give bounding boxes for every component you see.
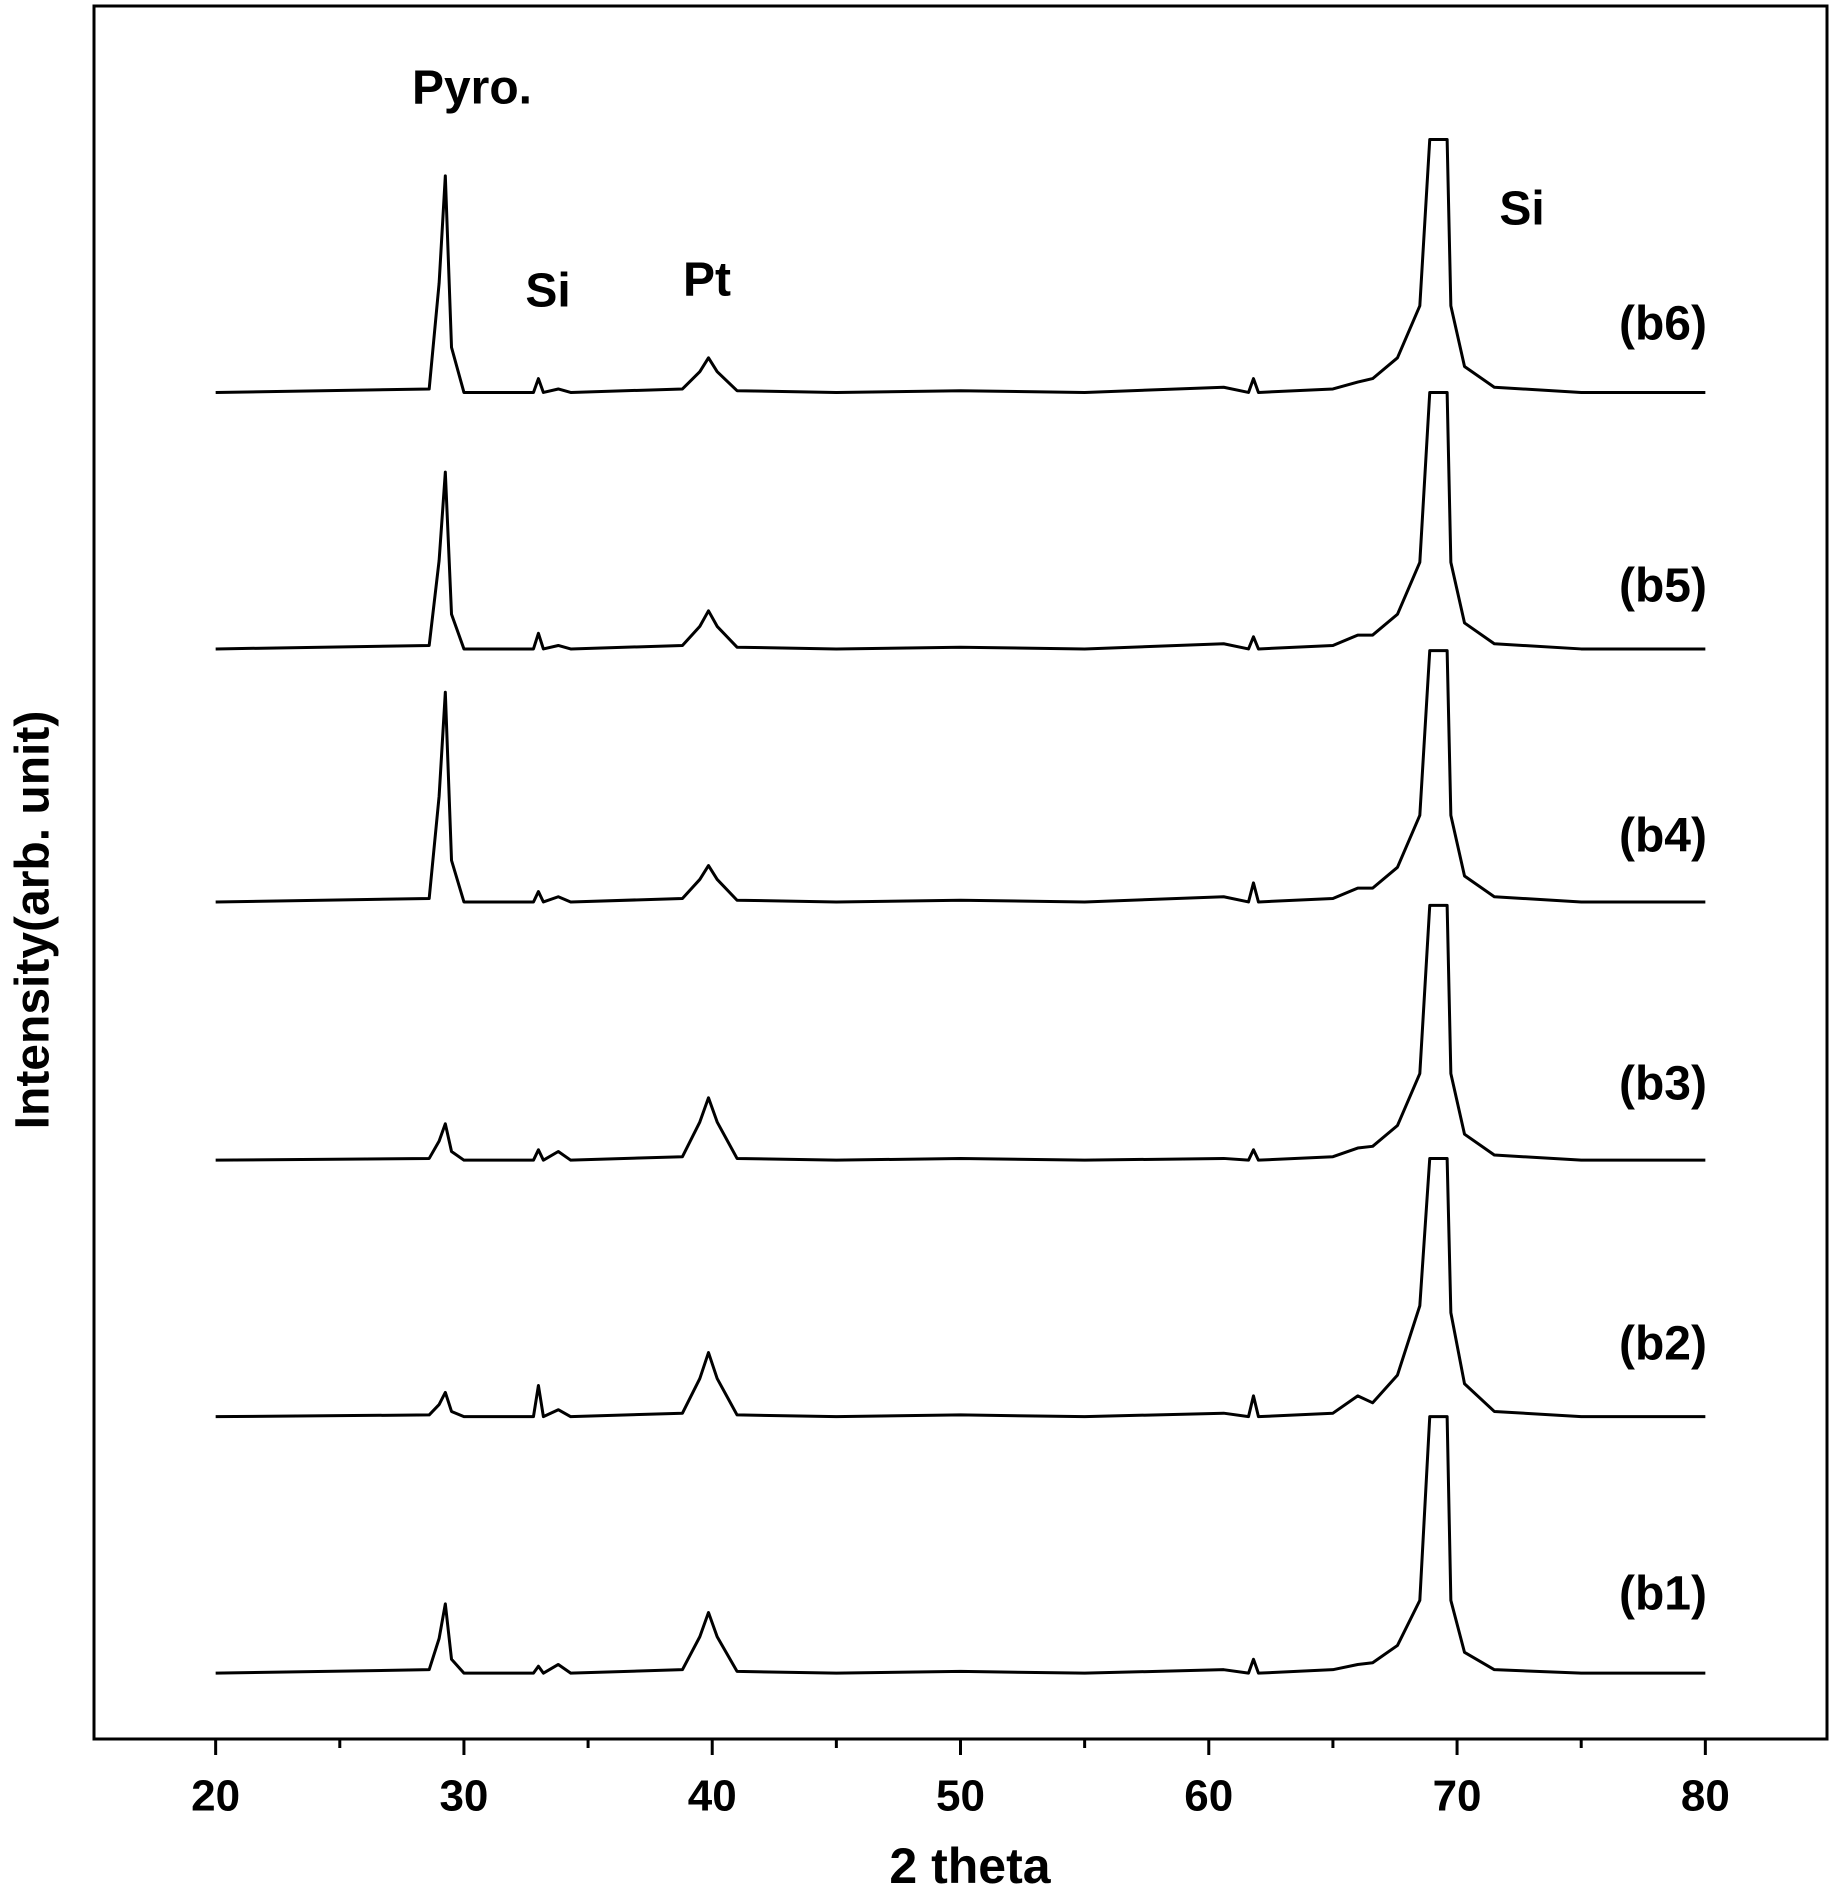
series-label: (b1) — [1619, 1568, 1707, 1621]
annotation: Si — [1499, 183, 1544, 236]
plot-frame — [92, 4, 1829, 1741]
x-tick-label: 50 — [936, 1772, 985, 1821]
annotation: Si — [525, 265, 570, 318]
x-tick-label: 60 — [1184, 1772, 1233, 1821]
x-axis-title: 2 theta — [889, 1838, 1051, 1894]
data-line — [215, 1156, 1706, 1419]
x-tick-label: 70 — [1433, 1772, 1482, 1821]
data-line — [215, 903, 1706, 1162]
series-label: (b5) — [1619, 560, 1707, 613]
data-line — [215, 390, 1706, 651]
series-label: (b4) — [1619, 810, 1707, 863]
x-tick-label: 80 — [1681, 1772, 1730, 1821]
data-line — [215, 1415, 1706, 1675]
x-tick-label: 40 — [688, 1772, 737, 1821]
data-line — [215, 137, 1706, 394]
annotation: Pyro. — [412, 62, 532, 115]
data-line — [215, 649, 1706, 904]
x-tick-label: 30 — [439, 1772, 488, 1821]
x-tick-label: 20 — [191, 1772, 240, 1821]
series-label: (b6) — [1619, 298, 1707, 351]
y-axis-title: Intensity(arb. unit) — [7, 711, 60, 1130]
series-label: (b2) — [1619, 1318, 1707, 1371]
series-label: (b3) — [1619, 1058, 1707, 1111]
annotation: Pt — [683, 254, 731, 307]
